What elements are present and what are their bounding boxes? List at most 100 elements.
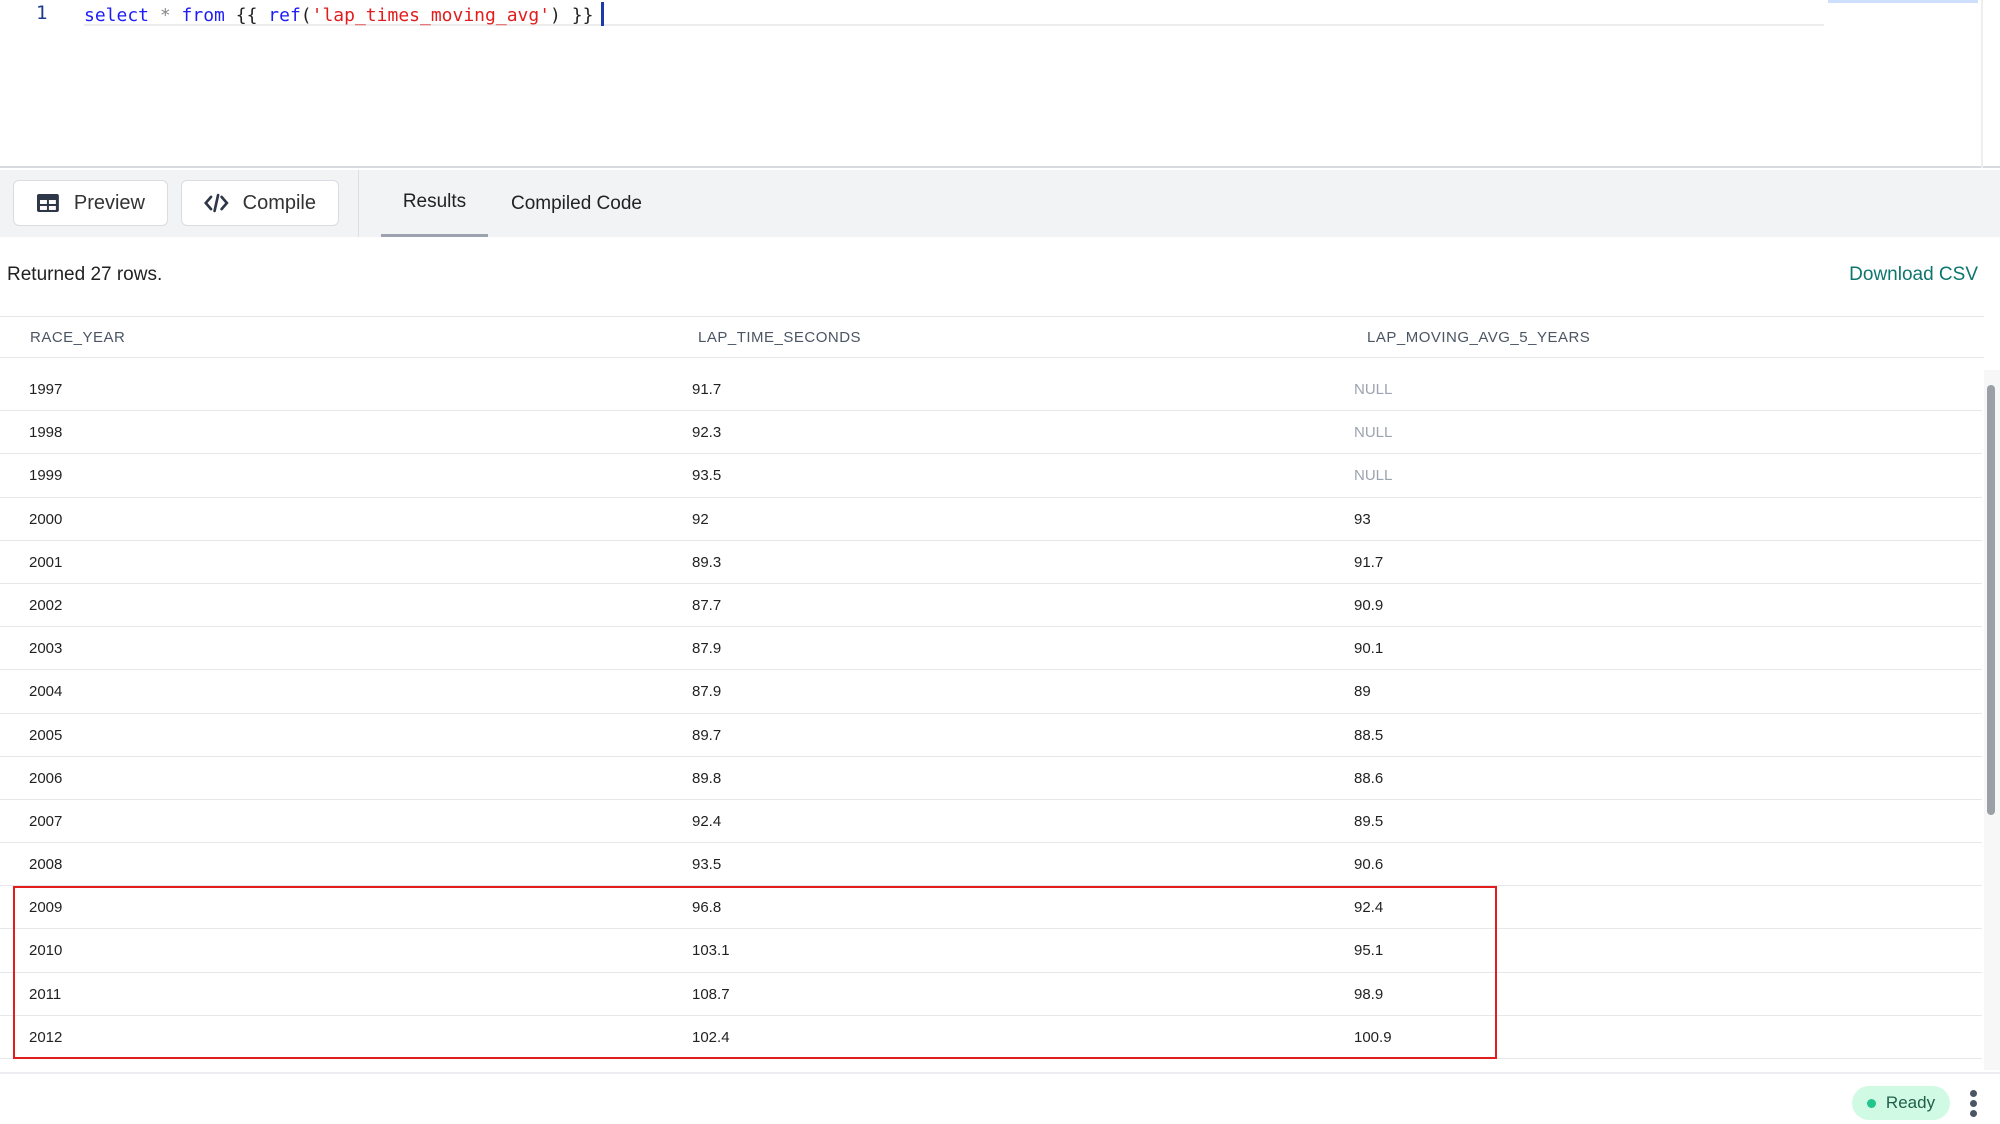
table-cell: 2005 — [29, 726, 63, 744]
status-label: Ready — [1885, 1093, 1936, 1112]
table-cell: 1998 — [29, 424, 63, 442]
table-cell: 108.7 — [692, 985, 730, 1003]
results-table-body: 1997 91.7 NULL 1998 92.3 NULL 1999 93.5 NULL 2000… — [0, 368, 1982, 1059]
download-csv-link[interactable]: Download CSV — [1849, 264, 1978, 285]
editor-scrollbar[interactable] — [1981, 0, 1983, 168]
table-cell: 93.5 — [692, 856, 722, 874]
table-row[interactable]: 1999 93.5 NULL — [0, 454, 1982, 498]
code-icon — [204, 193, 229, 213]
table-cell: 100.9 — [1354, 1028, 1392, 1046]
table-cell: 2004 — [29, 683, 63, 701]
table-cell: 2002 — [29, 596, 63, 614]
table-row[interactable]: 2005 89.7 88.5 — [0, 714, 1982, 757]
table-row[interactable]: 2002 87.7 90.9 — [0, 584, 1982, 628]
jinja-open: {{ — [224, 5, 269, 26]
table-cell: 103.1 — [692, 942, 730, 960]
code-editor[interactable]: 1 select * from {{ ref('lap_times_moving… — [0, 0, 2000, 168]
keyword: select — [84, 5, 150, 26]
table-cell: 98.9 — [1354, 985, 1384, 1003]
scrollbar-thumb[interactable] — [1987, 385, 1995, 815]
table-cell: 2006 — [29, 769, 63, 787]
table-cell: 87.7 — [692, 596, 722, 614]
compile-button[interactable]: Compile — [181, 180, 339, 226]
more-options-icon[interactable] — [1970, 1090, 1977, 1117]
column-header[interactable]: RACE_YEAR — [30, 329, 126, 346]
table-cell: 89.7 — [692, 726, 722, 744]
table-row[interactable]: 2007 92.4 89.5 — [0, 800, 1982, 844]
table-cell: 90.1 — [1354, 640, 1384, 658]
table-cell: 2011 — [29, 985, 62, 1003]
code-line[interactable]: select * from {{ ref('lap_times_moving_a… — [84, 2, 605, 26]
table-cell: 1999 — [29, 467, 63, 485]
table-row[interactable]: 1997 91.7 NULL — [0, 368, 1982, 412]
preview-button[interactable]: Preview — [13, 180, 168, 226]
tab-label: Results — [402, 191, 467, 212]
table-icon — [36, 194, 59, 212]
table-row[interactable]: 2004 87.9 89 — [0, 670, 1982, 714]
preview-label: Preview — [73, 191, 145, 214]
table-cell: 89.3 — [692, 553, 722, 571]
table-cell: 92.4 — [692, 812, 722, 830]
table-row[interactable]: 2009 96.8 92.4 — [0, 886, 1982, 930]
table-row[interactable]: 2012 102.4 100.9 — [0, 1016, 1982, 1059]
table-row[interactable]: 2000 92 93 — [0, 498, 1982, 541]
line-number: 1 — [36, 2, 48, 24]
table-cell: NULL — [1354, 467, 1393, 485]
table-cell: 93.5 — [692, 467, 722, 485]
text-cursor — [601, 2, 605, 26]
tab-results[interactable]: Results — [381, 170, 488, 237]
table-row[interactable]: 2011 108.7 98.9 — [0, 973, 1982, 1016]
table-cell: 91.7 — [692, 381, 722, 398]
status-dot-icon — [1866, 1098, 1876, 1108]
paren: ( — [300, 5, 312, 26]
jinja-close: }} — [560, 5, 594, 26]
compile-label: Compile — [242, 191, 316, 214]
table-cell: 92.3 — [692, 424, 722, 442]
table-row[interactable]: 2006 89.8 88.6 — [0, 757, 1982, 800]
table-cell: 2007 — [29, 812, 63, 830]
results-scrollbar[interactable] — [1984, 370, 2000, 1070]
table-cell: 96.8 — [692, 899, 722, 917]
table-cell: 1997 — [29, 381, 63, 398]
table-cell: 88.6 — [1354, 769, 1384, 787]
table-cell: 88.5 — [1354, 726, 1384, 744]
keyword: from — [181, 5, 225, 26]
table-cell: 2000 — [29, 510, 63, 528]
table-row[interactable]: 1998 92.3 NULL — [0, 411, 1982, 455]
table-cell: 95.1 — [1354, 942, 1384, 960]
operator: * — [149, 5, 182, 26]
string-literal: 'lap_times_moving_avg' — [311, 5, 551, 26]
table-cell: 89.5 — [1354, 812, 1384, 830]
table-cell: 89.8 — [692, 769, 722, 787]
column-header[interactable]: LAP_TIME_SECONDS — [698, 329, 862, 346]
table-cell: 89 — [1354, 683, 1371, 701]
table-cell: 2001 — [29, 553, 63, 571]
table-row[interactable]: 2008 93.5 90.6 — [0, 843, 1982, 887]
table-cell: 2012 — [29, 1028, 63, 1046]
active-line-highlight — [84, 0, 1824, 26]
table-cell: 90.9 — [1354, 596, 1384, 614]
table-cell: 2010 — [29, 942, 63, 960]
table-cell: 2009 — [29, 899, 63, 917]
table-header: RACE_YEAR LAP_TIME_SECONDS LAP_MOVING_AV… — [0, 316, 1984, 358]
table-cell: 92 — [692, 510, 709, 528]
minimap[interactable] — [1828, 0, 1978, 3]
toolbar: Preview Compile Results Compiled Code — [0, 170, 2000, 237]
table-cell: 91.7 — [1354, 553, 1384, 571]
table-row[interactable]: 2003 87.9 90.1 — [0, 627, 1982, 671]
column-header[interactable]: LAP_MOVING_AVG_5_YEARS — [1367, 329, 1591, 346]
table-cell: 90.6 — [1354, 856, 1384, 874]
function: ref — [268, 5, 301, 26]
table-cell: 102.4 — [692, 1028, 730, 1046]
tab-compiled-code[interactable]: Compiled Code — [511, 170, 642, 237]
table-row[interactable]: 2001 89.3 91.7 — [0, 541, 1982, 584]
table-cell: 92.4 — [1354, 899, 1384, 917]
status-bar: Ready — [0, 1072, 2000, 1124]
tab-label: Compiled Code — [511, 192, 642, 214]
results-status: Returned 27 rows. — [7, 264, 163, 285]
table-cell: 87.9 — [692, 640, 722, 658]
paren: ) — [550, 5, 561, 26]
status-badge: Ready — [1852, 1086, 1950, 1120]
table-row[interactable]: 2010 103.1 95.1 — [0, 929, 1982, 973]
table-cell: 2003 — [29, 640, 63, 658]
